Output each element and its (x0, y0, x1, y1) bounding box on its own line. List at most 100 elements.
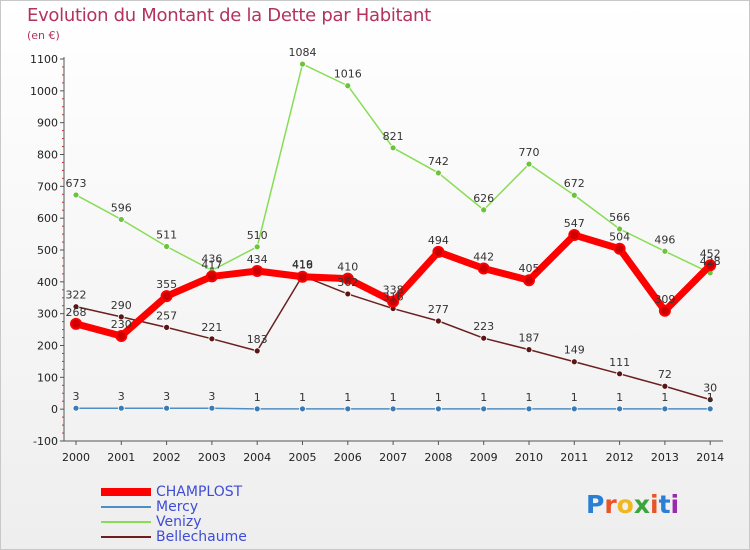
data-label-venizy: 510 (247, 229, 268, 242)
brand-logo-letter: t (658, 490, 671, 519)
x-tick-label: 2012 (606, 451, 634, 464)
x-tick-label: 2003 (198, 451, 226, 464)
data-point-champlost (477, 262, 490, 275)
data-label-venizy: 673 (66, 177, 87, 190)
data-label-champlost: 309 (654, 293, 675, 306)
data-label-mercy: 1 (571, 391, 578, 404)
data-label-mercy: 1 (299, 391, 306, 404)
data-label-venizy: 770 (519, 146, 540, 159)
y-tick-label: 500 (37, 244, 58, 257)
data-point-mercy (72, 404, 80, 412)
data-point-champlost (658, 304, 671, 317)
data-label-bellechaume: 362 (337, 276, 358, 289)
y-tick-label: 600 (37, 212, 58, 225)
data-label-champlost: 504 (609, 231, 630, 244)
data-label-bellechaume: 223 (473, 320, 494, 333)
data-label-bellechaume: 183 (247, 333, 268, 346)
data-point-champlost (341, 272, 354, 285)
data-label-venizy: 626 (473, 192, 494, 205)
x-tick-label: 2009 (470, 451, 498, 464)
data-point-bellechaume (706, 396, 714, 404)
data-point-champlost (704, 259, 717, 272)
y-tick-label: 800 (37, 149, 58, 162)
data-label-bellechaume: 221 (201, 321, 222, 334)
data-label-bellechaume: 277 (428, 303, 449, 316)
data-label-bellechaume: 322 (66, 289, 87, 302)
data-label-venizy: 1016 (334, 68, 362, 81)
data-label-mercy: 1 (390, 391, 397, 404)
data-point-champlost (205, 270, 218, 283)
data-point-venizy (434, 169, 442, 177)
y-tick-label: -100 (33, 435, 58, 448)
brand-logo-letter: P (586, 490, 605, 519)
data-label-champlost: 410 (337, 261, 358, 274)
data-label-venizy: 1084 (289, 46, 317, 59)
data-point-venizy (525, 160, 533, 168)
brand-logo-letter: i (670, 490, 680, 519)
data-point-mercy (208, 404, 216, 412)
data-label-bellechaume: 316 (383, 291, 404, 304)
brand-logo-letter: x (633, 490, 650, 519)
data-label-champlost: 405 (519, 262, 540, 275)
data-label-mercy: 1 (661, 391, 668, 404)
legend-label: Mercy (156, 499, 199, 515)
x-tick-label: 2002 (153, 451, 181, 464)
data-label-venizy: 742 (428, 155, 449, 168)
data-point-bellechaume (72, 303, 80, 311)
data-point-mercy (661, 405, 669, 413)
data-point-mercy (344, 405, 352, 413)
brand-logo-letter: r (604, 490, 617, 519)
data-label-champlost: 338 (383, 284, 404, 297)
data-point-champlost (251, 265, 264, 278)
data-label-mercy: 3 (208, 390, 215, 403)
data-point-champlost (568, 229, 581, 242)
data-point-mercy (434, 405, 442, 413)
data-label-mercy: 1 (707, 391, 714, 404)
x-tick-label: 2004 (243, 451, 271, 464)
legend-label: Venizy (156, 514, 202, 530)
data-label-champlost: 434 (247, 253, 268, 266)
data-point-bellechaume (163, 323, 171, 331)
data-label-venizy: 436 (201, 252, 222, 265)
data-label-bellechaume: 72 (658, 368, 672, 381)
data-label-venizy: 428 (700, 255, 721, 268)
y-tick-label: 400 (37, 276, 58, 289)
data-label-mercy: 1 (435, 391, 442, 404)
y-tick-label: 900 (37, 117, 58, 130)
data-point-bellechaume (344, 290, 352, 298)
brand-logo-letter: o (616, 490, 634, 519)
data-point-bellechaume (434, 317, 442, 325)
data-point-venizy (72, 191, 80, 199)
legend-swatch (101, 488, 151, 496)
data-point-mercy (570, 405, 578, 413)
data-point-champlost (70, 317, 82, 330)
data-label-venizy: 496 (654, 233, 675, 246)
data-label-champlost: 230 (111, 318, 132, 331)
data-point-champlost (160, 290, 173, 303)
data-label-mercy: 1 (480, 391, 487, 404)
data-label-champlost: 416 (292, 259, 313, 272)
data-point-bellechaume (480, 334, 488, 342)
data-label-champlost: 494 (428, 234, 449, 247)
data-label-bellechaume: 149 (564, 344, 585, 357)
data-point-mercy (525, 405, 533, 413)
data-point-mercy (299, 405, 306, 413)
data-label-venizy: 672 (564, 177, 585, 190)
x-tick-label: 2005 (289, 451, 317, 464)
data-point-venizy (389, 144, 397, 152)
x-tick-label: 2011 (560, 451, 588, 464)
data-point-mercy (706, 405, 714, 413)
x-tick-label: 2001 (107, 451, 135, 464)
brand-logo: Proxiti (586, 490, 679, 519)
data-point-venizy (163, 243, 171, 250)
data-point-bellechaume (117, 313, 125, 321)
data-label-bellechaume: 30 (703, 382, 717, 395)
y-tick-label: 1100 (30, 53, 58, 66)
data-point-venizy (299, 60, 306, 68)
y-tick-label: 300 (37, 308, 58, 321)
chart-subtitle: (en €) (27, 29, 60, 42)
data-point-venizy (661, 247, 669, 255)
data-label-champlost: 442 (473, 250, 494, 263)
data-point-bellechaume (661, 382, 669, 390)
